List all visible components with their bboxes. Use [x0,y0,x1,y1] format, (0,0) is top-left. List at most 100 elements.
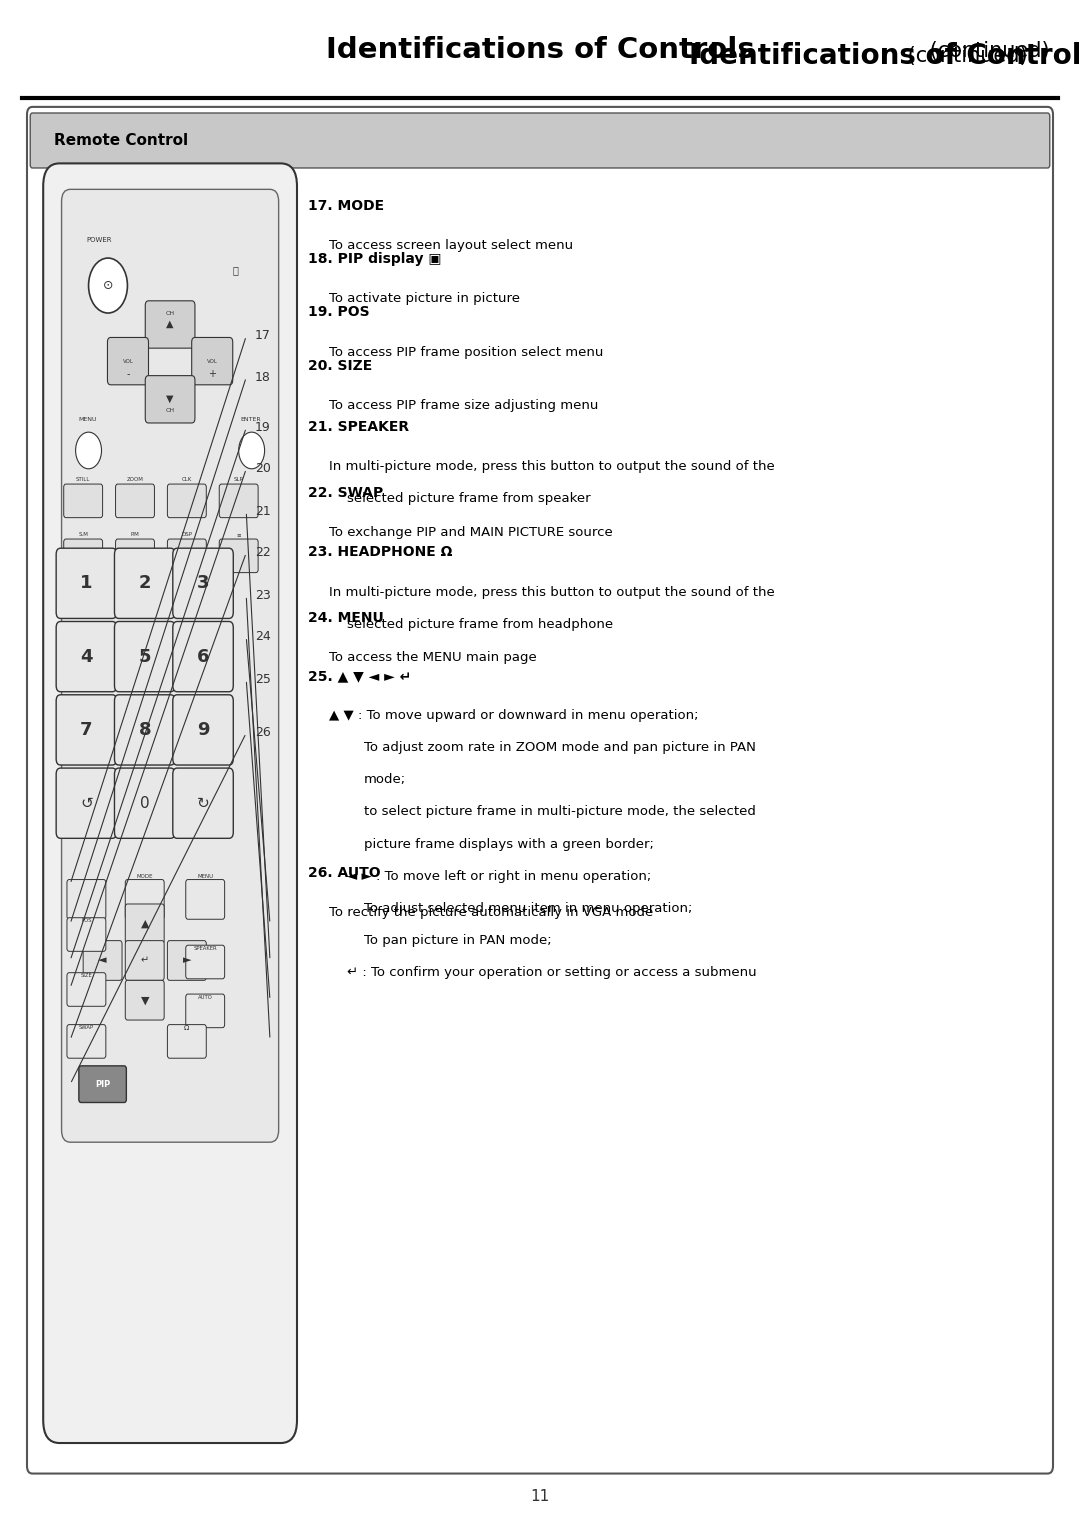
FancyBboxPatch shape [173,768,233,838]
Text: ↵: ↵ [140,956,149,965]
Text: ≡: ≡ [237,531,241,538]
Text: 25: 25 [255,673,271,686]
Text: 21: 21 [255,505,271,518]
Text: 6: 6 [197,647,210,666]
Text: 9: 9 [197,721,210,739]
Text: ▲ ▼ : To move upward or downward in menu operation;: ▲ ▼ : To move upward or downward in menu… [329,709,699,722]
Text: 23. HEADPHONE Ω: 23. HEADPHONE Ω [308,545,453,559]
Text: Identifications of Controls: Identifications of Controls [326,37,754,64]
Text: ▲: ▲ [140,919,149,928]
FancyBboxPatch shape [167,539,206,573]
FancyBboxPatch shape [114,621,175,692]
Text: To access PIP frame size adjusting menu: To access PIP frame size adjusting menu [329,399,598,412]
FancyBboxPatch shape [114,695,175,765]
FancyBboxPatch shape [56,621,117,692]
Text: AUTO: AUTO [198,994,213,1000]
FancyBboxPatch shape [167,941,206,980]
FancyBboxPatch shape [56,695,117,765]
Text: To rectify the picture automatically in VGA mode: To rectify the picture automatically in … [329,906,653,919]
FancyBboxPatch shape [67,1025,106,1058]
Text: ↵ : To confirm your operation or setting or access a submenu: ↵ : To confirm your operation or setting… [347,965,756,979]
Text: ENTER: ENTER [241,417,261,423]
Text: To pan picture in PAN mode;: To pan picture in PAN mode; [364,933,552,947]
Text: 22: 22 [255,547,271,559]
FancyBboxPatch shape [173,621,233,692]
Text: 17: 17 [255,330,271,342]
Text: selected picture frame from headphone: selected picture frame from headphone [347,617,612,631]
FancyBboxPatch shape [116,484,154,518]
Text: SPEAKER: SPEAKER [193,945,217,951]
FancyBboxPatch shape [125,880,164,919]
Text: In multi-picture mode, press this button to output the sound of the: In multi-picture mode, press this button… [329,461,775,473]
Text: 23: 23 [255,589,271,602]
Text: SWAP: SWAP [79,1025,94,1031]
Text: 24. MENU: 24. MENU [308,611,383,625]
FancyBboxPatch shape [173,695,233,765]
Text: 19: 19 [255,421,271,434]
Text: ▼: ▼ [166,394,174,403]
Text: To access screen layout select menu: To access screen layout select menu [329,238,573,252]
FancyBboxPatch shape [125,904,164,944]
Text: ZOOM: ZOOM [126,476,144,483]
Text: 17. MODE: 17. MODE [308,199,383,212]
Text: 26. AUTO: 26. AUTO [308,866,380,880]
FancyBboxPatch shape [79,1066,126,1102]
Text: MENU: MENU [198,873,213,880]
Text: 11: 11 [530,1489,550,1504]
Text: ►: ► [183,956,191,965]
FancyBboxPatch shape [108,337,149,385]
Text: DSP: DSP [181,531,192,538]
Text: 4: 4 [80,647,93,666]
Text: MODE: MODE [136,873,153,880]
Text: 25. ▲ ▼ ◄ ► ↵: 25. ▲ ▼ ◄ ► ↵ [308,669,411,683]
Text: Remote Control: Remote Control [54,133,188,148]
Text: 3: 3 [197,574,210,592]
FancyBboxPatch shape [186,945,225,979]
Text: 2: 2 [138,574,151,592]
Text: ↺: ↺ [80,796,93,811]
Text: To access the MENU main page: To access the MENU main page [329,651,537,664]
FancyBboxPatch shape [186,994,225,1028]
Text: ▼: ▼ [140,996,149,1005]
Text: ↻: ↻ [197,796,210,811]
Text: STILL: STILL [76,476,91,483]
FancyBboxPatch shape [67,973,106,1006]
FancyBboxPatch shape [114,548,175,618]
Text: 20. SIZE: 20. SIZE [308,359,372,373]
Text: 18. PIP display ▣: 18. PIP display ▣ [308,252,442,266]
Text: POWER: POWER [86,237,112,243]
FancyBboxPatch shape [116,539,154,573]
Text: 8: 8 [138,721,151,739]
Text: Ω: Ω [185,1025,189,1031]
FancyBboxPatch shape [27,107,1053,1474]
Text: 5: 5 [138,647,151,666]
Text: PIP: PIP [95,1080,110,1089]
Text: 19. POS: 19. POS [308,305,369,319]
Text: 20: 20 [255,463,271,475]
Circle shape [239,432,265,469]
Text: ▲: ▲ [166,319,174,328]
Text: SLP: SLP [233,476,244,483]
Text: +: + [208,370,216,379]
FancyBboxPatch shape [43,163,297,1443]
Text: to select picture frame in multi-picture mode, the selected: to select picture frame in multi-picture… [364,805,756,818]
Text: POS: POS [81,918,92,924]
Text: In multi-picture mode, press this button to output the sound of the: In multi-picture mode, press this button… [329,585,775,599]
Text: To access PIP frame position select menu: To access PIP frame position select menu [329,345,604,359]
Text: ◄: ◄ [98,956,107,965]
FancyBboxPatch shape [83,941,122,980]
FancyBboxPatch shape [125,980,164,1020]
FancyBboxPatch shape [167,1025,206,1058]
Text: -: - [126,370,130,379]
Text: CH: CH [165,408,175,414]
Text: 🔇: 🔇 [232,266,239,275]
Text: To adjust zoom rate in ZOOM mode and pan picture in PAN: To adjust zoom rate in ZOOM mode and pan… [364,741,756,754]
FancyBboxPatch shape [67,880,106,919]
Text: 0: 0 [140,796,149,811]
Text: (continued): (continued) [923,41,1050,61]
Text: MENU: MENU [79,417,97,423]
Text: 26: 26 [255,727,271,739]
Circle shape [89,258,127,313]
Text: 22. SWAP: 22. SWAP [308,486,383,499]
Text: ◄ ► : To move left or right in menu operation;: ◄ ► : To move left or right in menu oper… [347,869,651,883]
